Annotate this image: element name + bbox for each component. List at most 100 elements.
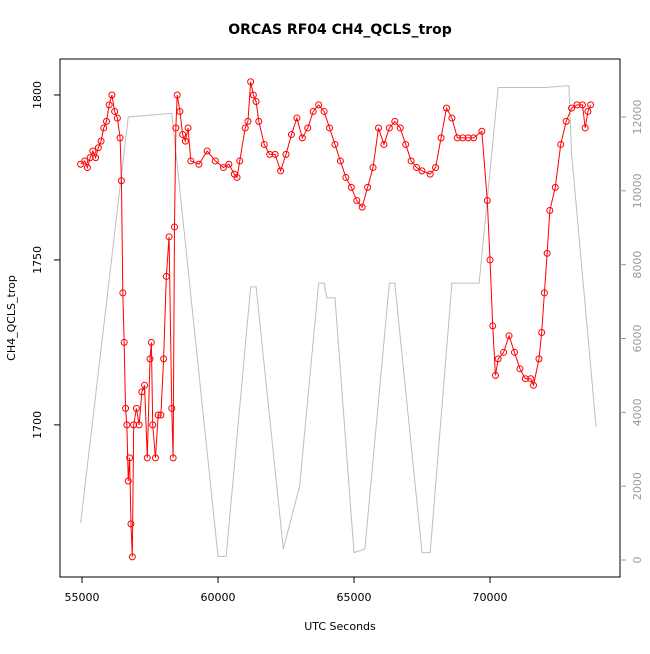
point: [353, 197, 361, 205]
y2-tick-label: 12000: [631, 99, 644, 134]
y2-tick-label: 4000: [631, 398, 644, 426]
point: [236, 157, 244, 165]
point: [293, 114, 301, 122]
point: [266, 150, 274, 158]
point: [442, 104, 450, 112]
point: [510, 348, 518, 356]
y2-tick-label: 10000: [631, 173, 644, 208]
point: [402, 140, 410, 148]
point: [225, 160, 233, 168]
point: [271, 150, 279, 158]
series-line: [80, 81, 592, 557]
point: [244, 117, 252, 125]
point: [187, 157, 195, 165]
point: [483, 197, 491, 205]
point: [500, 348, 508, 356]
x-tick-label: 55000: [65, 591, 100, 604]
point: [100, 124, 108, 132]
point: [391, 117, 399, 125]
point: [89, 147, 97, 155]
point: [364, 183, 372, 191]
y2-tick-label: 6000: [631, 325, 644, 353]
point: [540, 289, 548, 297]
point: [551, 183, 559, 191]
point: [470, 134, 478, 142]
point: [282, 150, 290, 158]
point: [102, 117, 110, 125]
point: [132, 404, 140, 412]
point: [530, 381, 538, 389]
point: [219, 164, 227, 172]
y-axis-label: CH4_QCLS_trop: [5, 275, 18, 361]
point: [122, 404, 130, 412]
point: [432, 164, 440, 172]
point: [385, 124, 393, 132]
point: [336, 157, 344, 165]
point: [494, 355, 502, 363]
point: [252, 98, 260, 106]
point: [173, 91, 181, 99]
point: [117, 177, 125, 185]
point: [459, 134, 467, 142]
point: [584, 107, 592, 115]
plot-frame: [59, 58, 621, 578]
point: [527, 375, 535, 383]
point: [396, 124, 404, 132]
point: [413, 164, 421, 172]
point: [453, 134, 461, 142]
point: [138, 388, 146, 396]
point: [277, 167, 285, 175]
point: [578, 101, 586, 109]
point: [486, 256, 494, 264]
point: [86, 154, 94, 162]
point: [172, 124, 180, 132]
chart-title: ORCAS RF04 CH4_QCLS_trop: [228, 22, 452, 38]
point: [141, 381, 149, 389]
point: [309, 107, 317, 115]
y2-tick-label: 2000: [631, 472, 644, 500]
point: [154, 411, 162, 419]
x-tick-label: 70000: [473, 591, 508, 604]
point: [535, 355, 543, 363]
point: [464, 134, 472, 142]
point: [304, 124, 312, 132]
point: [380, 140, 388, 148]
point: [157, 411, 165, 419]
point: [126, 454, 134, 462]
point: [130, 421, 138, 429]
point: [108, 91, 116, 99]
point: [105, 101, 113, 109]
point: [124, 477, 132, 485]
point: [127, 520, 135, 528]
point: [184, 124, 192, 132]
point: [581, 124, 589, 132]
point: [92, 154, 100, 162]
point: [407, 157, 415, 165]
point: [94, 144, 102, 152]
point: [568, 104, 576, 112]
point: [255, 117, 263, 125]
point: [247, 78, 255, 86]
series-line: [80, 85, 597, 557]
point: [491, 371, 499, 379]
point: [113, 114, 121, 122]
point: [562, 117, 570, 125]
point: [489, 322, 497, 330]
point: [97, 137, 105, 145]
point: [116, 134, 124, 142]
point: [181, 137, 189, 145]
point: [179, 131, 187, 139]
point: [260, 140, 268, 148]
point: [315, 101, 323, 109]
x-tick-label: 65000: [337, 591, 372, 604]
x-tick-label: 60000: [201, 591, 236, 604]
point: [326, 124, 334, 132]
point: [418, 167, 426, 175]
point: [587, 101, 595, 109]
point: [83, 164, 91, 172]
point: [147, 338, 155, 346]
point: [505, 332, 513, 340]
point: [448, 114, 456, 122]
point: [374, 124, 382, 132]
